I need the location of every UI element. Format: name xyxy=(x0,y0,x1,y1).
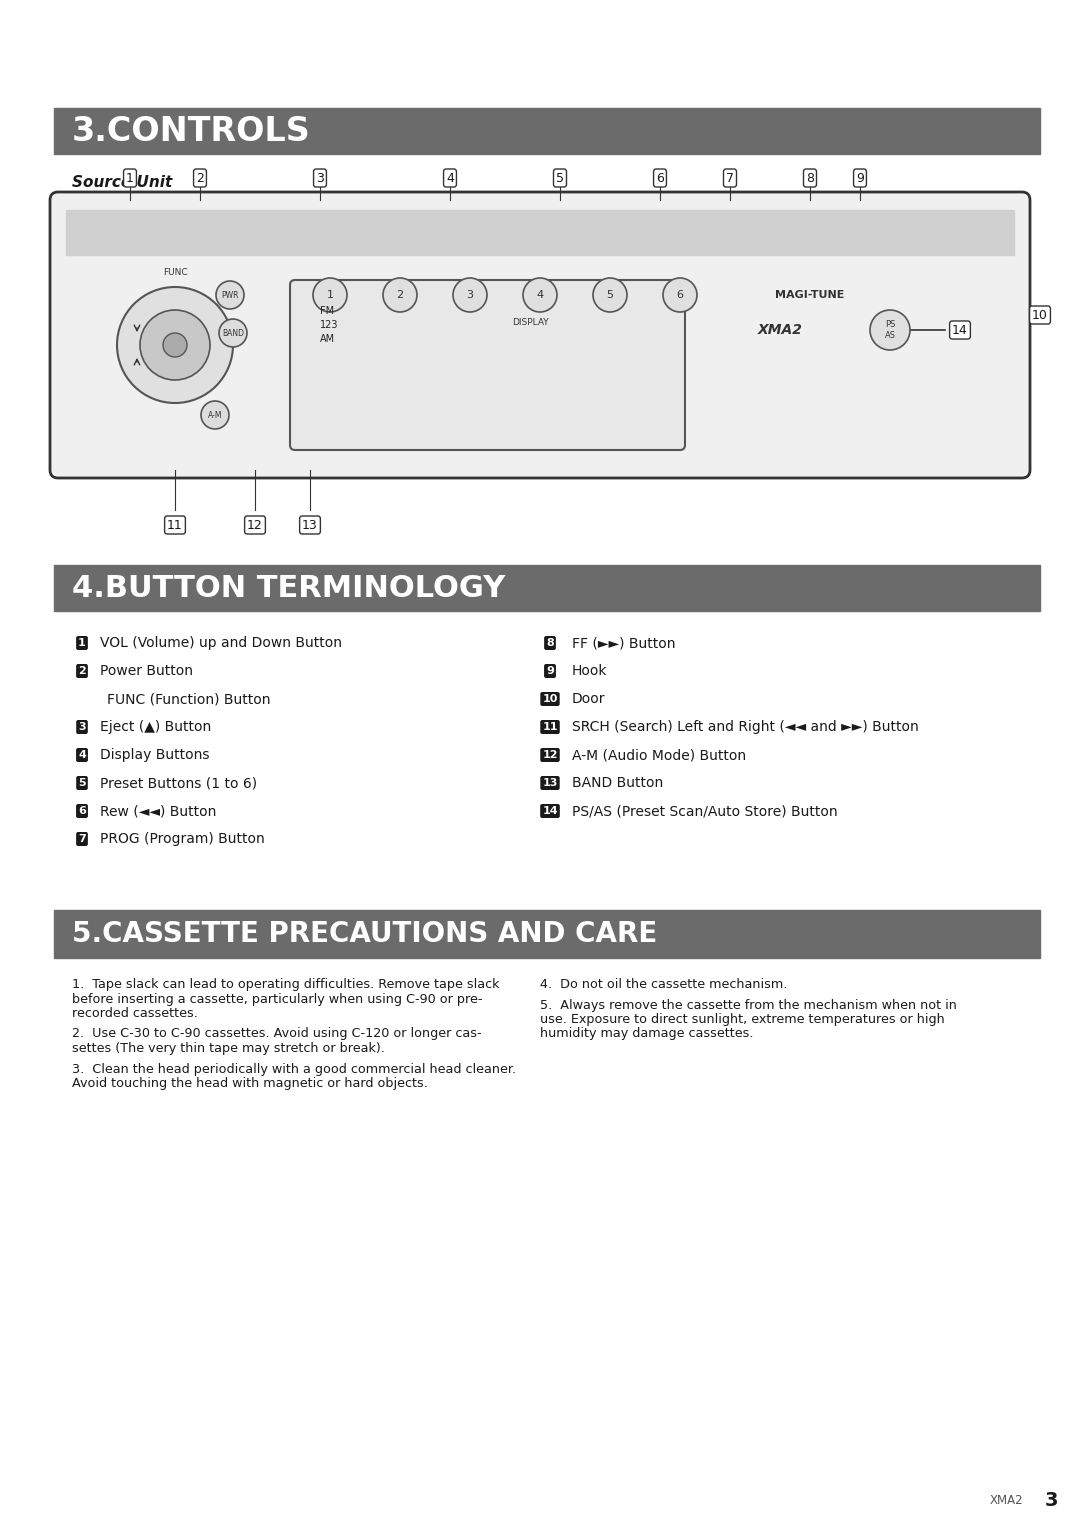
Text: 5: 5 xyxy=(607,290,613,299)
Text: 10: 10 xyxy=(542,694,557,704)
Text: 6: 6 xyxy=(676,290,684,299)
Text: use. Exposure to direct sunlight, extreme temperatures or high: use. Exposure to direct sunlight, extrem… xyxy=(540,1013,945,1025)
Text: 1: 1 xyxy=(326,290,334,299)
Text: 14: 14 xyxy=(953,324,968,336)
Text: 5: 5 xyxy=(78,778,85,788)
Text: Door: Door xyxy=(572,692,606,706)
Text: PS/AS (Preset Scan/Auto Store) Button: PS/AS (Preset Scan/Auto Store) Button xyxy=(572,804,838,817)
FancyBboxPatch shape xyxy=(291,280,685,451)
Text: 2: 2 xyxy=(197,171,204,185)
Text: 4: 4 xyxy=(537,290,543,299)
Text: 7: 7 xyxy=(726,171,734,185)
Text: 3: 3 xyxy=(78,723,85,732)
Text: 1.  Tape slack can lead to operating difficulties. Remove tape slack: 1. Tape slack can lead to operating diff… xyxy=(72,978,499,992)
Circle shape xyxy=(201,400,229,429)
Text: 13: 13 xyxy=(302,518,318,532)
Text: 3: 3 xyxy=(1045,1490,1058,1510)
Text: before inserting a cassette, particularly when using C-90 or pre-: before inserting a cassette, particularl… xyxy=(72,993,483,1005)
Circle shape xyxy=(523,278,557,312)
Text: DISPLAY: DISPLAY xyxy=(512,318,549,327)
Circle shape xyxy=(140,310,210,380)
Text: 2: 2 xyxy=(396,290,404,299)
Circle shape xyxy=(453,278,487,312)
Bar xyxy=(54,565,1040,611)
Text: 3.CONTROLS: 3.CONTROLS xyxy=(72,115,311,148)
Text: Display Buttons: Display Buttons xyxy=(100,749,210,762)
Text: FF (►►) Button: FF (►►) Button xyxy=(572,636,675,649)
Text: A-M: A-M xyxy=(207,411,222,420)
Text: Hook: Hook xyxy=(572,665,607,678)
Text: Avoid touching the head with magnetic or hard objects.: Avoid touching the head with magnetic or… xyxy=(72,1077,428,1089)
Text: Preset Buttons (1 to 6): Preset Buttons (1 to 6) xyxy=(100,776,257,790)
Text: 5: 5 xyxy=(556,171,564,185)
Text: 4: 4 xyxy=(78,750,86,759)
Circle shape xyxy=(593,278,627,312)
Text: FM
123
AM: FM 123 AM xyxy=(320,306,338,344)
Text: 4.BUTTON TERMINOLOGY: 4.BUTTON TERMINOLOGY xyxy=(72,573,505,602)
Text: 10: 10 xyxy=(1032,309,1048,321)
Text: 11: 11 xyxy=(167,518,183,532)
Text: 5.CASSETTE PRECAUTIONS AND CARE: 5.CASSETTE PRECAUTIONS AND CARE xyxy=(72,920,658,947)
Text: 6: 6 xyxy=(78,805,86,816)
Text: 9: 9 xyxy=(546,666,554,675)
Text: 11: 11 xyxy=(542,723,557,732)
Text: VOL (Volume) up and Down Button: VOL (Volume) up and Down Button xyxy=(100,636,342,649)
Text: 1: 1 xyxy=(78,639,86,648)
Text: 8: 8 xyxy=(546,639,554,648)
Text: PROG (Program) Button: PROG (Program) Button xyxy=(100,833,265,847)
Bar xyxy=(54,108,1040,154)
Text: 7: 7 xyxy=(78,834,86,843)
Circle shape xyxy=(219,319,247,347)
Circle shape xyxy=(663,278,697,312)
Text: 12: 12 xyxy=(542,750,557,759)
Circle shape xyxy=(383,278,417,312)
Text: recorded cassettes.: recorded cassettes. xyxy=(72,1007,198,1021)
Text: FUNC (Function) Button: FUNC (Function) Button xyxy=(107,692,270,706)
Text: 5.  Always remove the cassette from the mechanism when not in: 5. Always remove the cassette from the m… xyxy=(540,998,957,1012)
Text: 4: 4 xyxy=(446,171,454,185)
Bar xyxy=(66,209,1014,255)
Text: 1: 1 xyxy=(126,171,134,185)
Text: 4.  Do not oil the cassette mechanism.: 4. Do not oil the cassette mechanism. xyxy=(540,978,787,992)
Text: Source Unit: Source Unit xyxy=(72,174,172,189)
Circle shape xyxy=(313,278,347,312)
Text: Rew (◄◄) Button: Rew (◄◄) Button xyxy=(100,804,216,817)
Text: 14: 14 xyxy=(542,805,557,816)
FancyBboxPatch shape xyxy=(50,193,1030,478)
Text: 2: 2 xyxy=(78,666,86,675)
Text: 8: 8 xyxy=(806,171,814,185)
Text: 13: 13 xyxy=(542,778,557,788)
Text: BAND: BAND xyxy=(222,329,244,338)
Circle shape xyxy=(870,310,910,350)
Text: XMA2: XMA2 xyxy=(990,1493,1024,1507)
Circle shape xyxy=(216,281,244,309)
Text: PWR: PWR xyxy=(221,290,239,299)
Text: humidity may damage cassettes.: humidity may damage cassettes. xyxy=(540,1027,754,1041)
Text: 9: 9 xyxy=(856,171,864,185)
Circle shape xyxy=(163,333,187,358)
Text: MAGI-TUNE: MAGI-TUNE xyxy=(775,290,845,299)
Text: A-M (Audio Mode) Button: A-M (Audio Mode) Button xyxy=(572,749,746,762)
Text: 3: 3 xyxy=(467,290,473,299)
Text: 6: 6 xyxy=(656,171,664,185)
Text: 3: 3 xyxy=(316,171,324,185)
Text: SRCH (Search) Left and Right (◄◄ and ►►) Button: SRCH (Search) Left and Right (◄◄ and ►►)… xyxy=(572,720,919,733)
Text: 3.  Clean the head periodically with a good commercial head cleaner.: 3. Clean the head periodically with a go… xyxy=(72,1062,516,1076)
Text: Power Button: Power Button xyxy=(100,665,193,678)
Text: Eject (▲) Button: Eject (▲) Button xyxy=(100,720,212,733)
Text: settes (The very thin tape may stretch or break).: settes (The very thin tape may stretch o… xyxy=(72,1042,384,1054)
Circle shape xyxy=(117,287,233,403)
Text: PS
AS: PS AS xyxy=(885,321,895,339)
Text: FUNC: FUNC xyxy=(163,267,187,277)
Text: 2.  Use C-30 to C-90 cassettes. Avoid using C-120 or longer cas-: 2. Use C-30 to C-90 cassettes. Avoid usi… xyxy=(72,1027,482,1041)
Text: 12: 12 xyxy=(247,518,262,532)
Text: BAND Button: BAND Button xyxy=(572,776,663,790)
Text: XMA2: XMA2 xyxy=(757,322,802,338)
Bar xyxy=(54,911,1040,958)
